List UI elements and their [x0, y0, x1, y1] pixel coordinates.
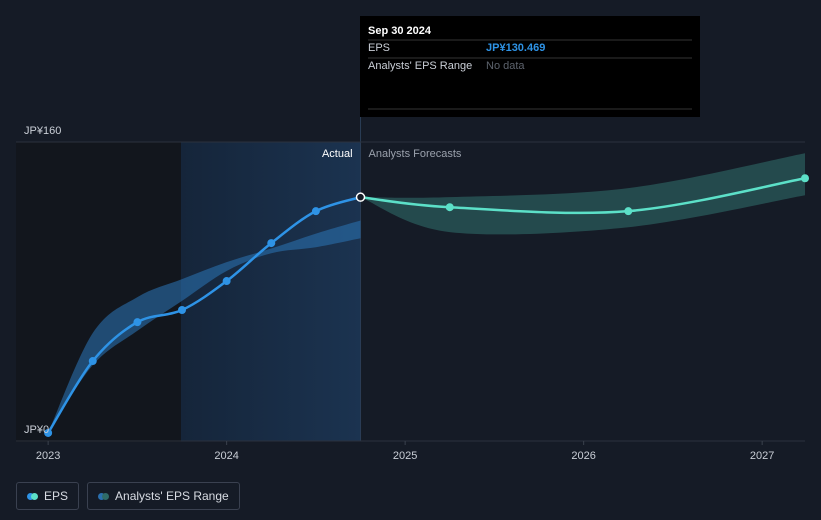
eps-point	[133, 318, 142, 327]
eps-point	[311, 207, 320, 216]
actual-label: Actual	[322, 148, 353, 160]
tooltip-label: EPS	[368, 42, 390, 54]
eps-point	[222, 277, 231, 286]
eps-line	[360, 177, 806, 215]
legend: EPS Analysts' EPS Range	[16, 482, 240, 510]
range-band	[360, 153, 805, 235]
actual-region	[181, 142, 361, 441]
legend-range[interactable]: Analysts' EPS Range	[87, 482, 240, 510]
y-tick-label: JP¥160	[24, 125, 61, 137]
tooltip-value: No data	[486, 60, 525, 72]
eps-point	[624, 207, 633, 216]
tooltip-value: JP¥130.469	[486, 42, 545, 54]
tooltip-label: Analysts' EPS Range	[368, 60, 472, 72]
range-band	[48, 220, 361, 433]
tooltip: Sep 30 2024 EPS JP¥130.469 Analysts' EPS Ra…	[360, 16, 700, 117]
legend-swatch	[102, 492, 110, 500]
y-tick-label: JP¥0	[24, 424, 49, 436]
eps-point	[44, 428, 53, 437]
forecast-label: Analysts Forecasts	[369, 148, 462, 160]
x-tick-label: 2025	[393, 450, 417, 462]
eps-point	[445, 203, 454, 212]
eps-point	[267, 239, 276, 248]
legend-label: Analysts' EPS Range	[115, 489, 229, 503]
x-tick-label: 2027	[750, 450, 774, 462]
legend-swatch	[98, 492, 106, 500]
legend-swatch	[27, 492, 34, 500]
x-tick-label: 2026	[571, 450, 595, 462]
x-tick-label: 2024	[214, 450, 238, 462]
legend-label: EPS	[44, 489, 69, 503]
legend-swatch	[31, 492, 38, 500]
tooltip-box	[360, 16, 700, 117]
tooltip-date: Sep 30 2024	[368, 25, 432, 37]
eps-point	[801, 174, 809, 183]
legend-eps[interactable]: EPS	[16, 482, 80, 510]
eps-point	[88, 357, 97, 366]
highlight-point	[355, 192, 366, 202]
eps-point	[178, 306, 187, 315]
x-tick-label: 2023	[36, 450, 60, 462]
